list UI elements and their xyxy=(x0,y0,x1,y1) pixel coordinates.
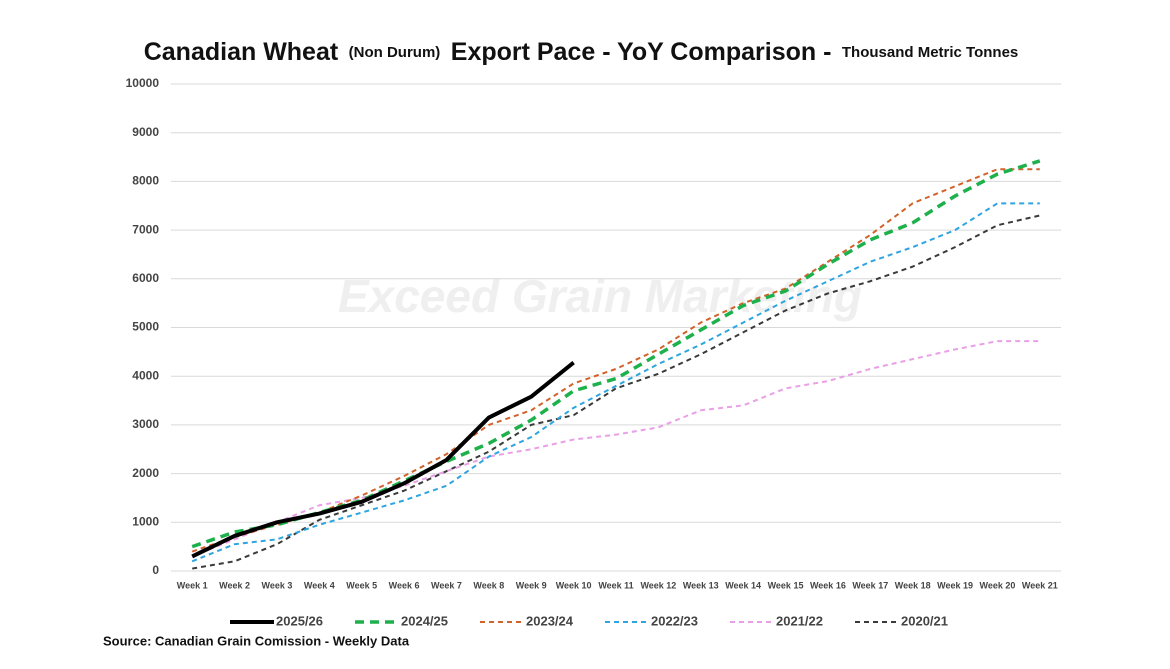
y-tick-label: 9000 xyxy=(132,125,159,139)
y-tick-label: 2000 xyxy=(132,466,159,480)
y-tick-label: 10000 xyxy=(126,76,160,90)
title-part: Thousand Metric Tonnes xyxy=(842,44,1018,61)
legend-item: 2024/25 xyxy=(355,613,448,628)
y-tick-label: 8000 xyxy=(132,174,159,188)
x-tick-label: Week 7 xyxy=(431,580,462,590)
x-tick-label: Week 19 xyxy=(937,580,973,590)
x-tick-label: Week 1 xyxy=(177,580,208,590)
y-tick-label: 6000 xyxy=(132,271,159,285)
chart-title: Canadian Wheat (Non Durum) Export Pace -… xyxy=(144,38,1019,66)
x-tick-label: Week 15 xyxy=(768,580,804,590)
y-tick-label: 1000 xyxy=(132,514,159,528)
x-tick-label: Week 16 xyxy=(810,580,846,590)
title-part: Export Pace - YoY Comparison - xyxy=(451,38,832,66)
x-tick-label: Week 8 xyxy=(473,580,504,590)
x-tick-label: Week 21 xyxy=(1022,580,1058,590)
series-line xyxy=(191,202,1040,563)
x-tick-label: Week 4 xyxy=(304,580,335,590)
legend-item: 2023/24 xyxy=(480,613,574,628)
series-line xyxy=(191,340,1040,558)
legend-label: 2022/23 xyxy=(651,613,698,628)
legend-item: 2022/23 xyxy=(605,613,698,628)
title-part: Canadian Wheat xyxy=(144,38,339,66)
x-tick-label: Week 14 xyxy=(725,580,761,590)
x-tick-label: Week 13 xyxy=(683,580,719,590)
x-tick-label: Week 9 xyxy=(516,580,547,590)
series-line xyxy=(192,214,1041,570)
legend-item: 2020/21 xyxy=(855,613,948,628)
legend-label: 2021/22 xyxy=(776,613,823,628)
x-tick-label: Week 17 xyxy=(852,580,888,590)
legend-item: 2025/26 xyxy=(230,613,323,628)
y-tick-label: 0 xyxy=(152,563,159,577)
x-tick-label: Week 18 xyxy=(895,580,931,590)
x-tick-label: Week 12 xyxy=(640,580,676,590)
source: Source: Canadian Grain Comission - Weekl… xyxy=(103,633,410,648)
series-line xyxy=(191,159,1041,549)
x-tick-label: Week 3 xyxy=(262,580,293,590)
y-tick-label: 4000 xyxy=(132,368,159,382)
legend-label: 2020/21 xyxy=(901,613,948,628)
legend-item: 2021/22 xyxy=(730,613,823,628)
x-tick-label: Week 2 xyxy=(219,580,250,590)
y-tick-label: 7000 xyxy=(132,222,159,236)
series-line xyxy=(191,168,1040,553)
x-tick-label: Week 5 xyxy=(346,580,377,590)
y-tick-label: 3000 xyxy=(132,417,159,431)
legend-label: 2024/25 xyxy=(401,613,448,628)
title-part: (Non Durum) xyxy=(349,44,441,61)
legend-label: 2025/26 xyxy=(276,613,323,628)
y-tick-label: 5000 xyxy=(132,320,159,334)
x-tick-label: Week 11 xyxy=(598,580,633,590)
legend-label: 2023/24 xyxy=(526,613,574,628)
series-line xyxy=(191,361,575,559)
x-tick-label: Week 10 xyxy=(556,580,592,590)
x-tick-label: Week 20 xyxy=(979,580,1015,590)
x-tick-label: Week 6 xyxy=(389,580,420,590)
watermark: Exceed Grain Marketing xyxy=(338,270,862,322)
